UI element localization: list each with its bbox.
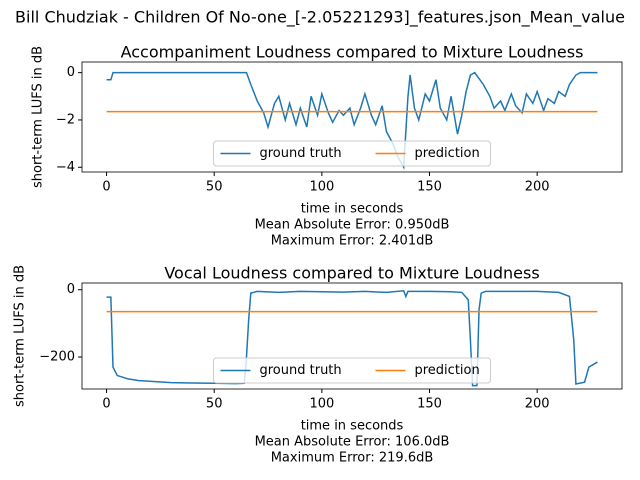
x-axis-label: time in seconds [301, 419, 404, 434]
y-tick-label: −200 [39, 350, 75, 365]
annotation: Mean Absolute Error: 106.0dB [255, 435, 450, 450]
y-tick-label: 0 [67, 65, 75, 80]
x-tick-label: 200 [525, 180, 550, 195]
annotation: Maximum Error: 219.6dB [271, 451, 434, 466]
y-axis-label: short-term LUFS in dB [13, 265, 28, 407]
x-axis-label: time in seconds [301, 202, 404, 217]
legend-label: prediction [415, 363, 480, 378]
annotation: Mean Absolute Error: 0.950dB [255, 218, 450, 233]
y-tick-label: −4 [56, 160, 75, 175]
x-tick-label: 150 [417, 397, 442, 412]
x-tick-label: 100 [309, 397, 334, 412]
chart-title: Accompaniment Loudness compared to Mixtu… [121, 43, 584, 62]
x-tick-label: 200 [525, 397, 550, 412]
legend-label: ground truth [260, 146, 342, 161]
x-tick-label: 50 [206, 397, 223, 412]
legend-box [213, 357, 491, 384]
series-line [106, 71, 598, 170]
y-axis-label: short-term LUFS in dB [31, 46, 46, 188]
annotation: Maximum Error: 2.401dB [271, 234, 434, 249]
x-tick-label: 150 [417, 180, 442, 195]
x-tick-label: 100 [309, 180, 334, 195]
figure-title: Bill Chudziak - Children Of No-one_[-2.0… [15, 8, 625, 28]
x-tick-label: 50 [206, 180, 223, 195]
y-tick-label: −2 [56, 112, 75, 127]
axes-frame [81, 61, 623, 173]
y-tick-label: 0 [67, 282, 75, 297]
legend-label: ground truth [260, 363, 342, 378]
legend-label: prediction [415, 146, 480, 161]
x-tick-label: 0 [102, 180, 110, 195]
axes-frame [81, 282, 623, 390]
x-tick-label: 0 [102, 397, 110, 412]
chart-title: Vocal Loudness compared to Mixture Loudn… [164, 264, 539, 283]
series-line [106, 289, 598, 387]
legend-box [213, 140, 491, 167]
